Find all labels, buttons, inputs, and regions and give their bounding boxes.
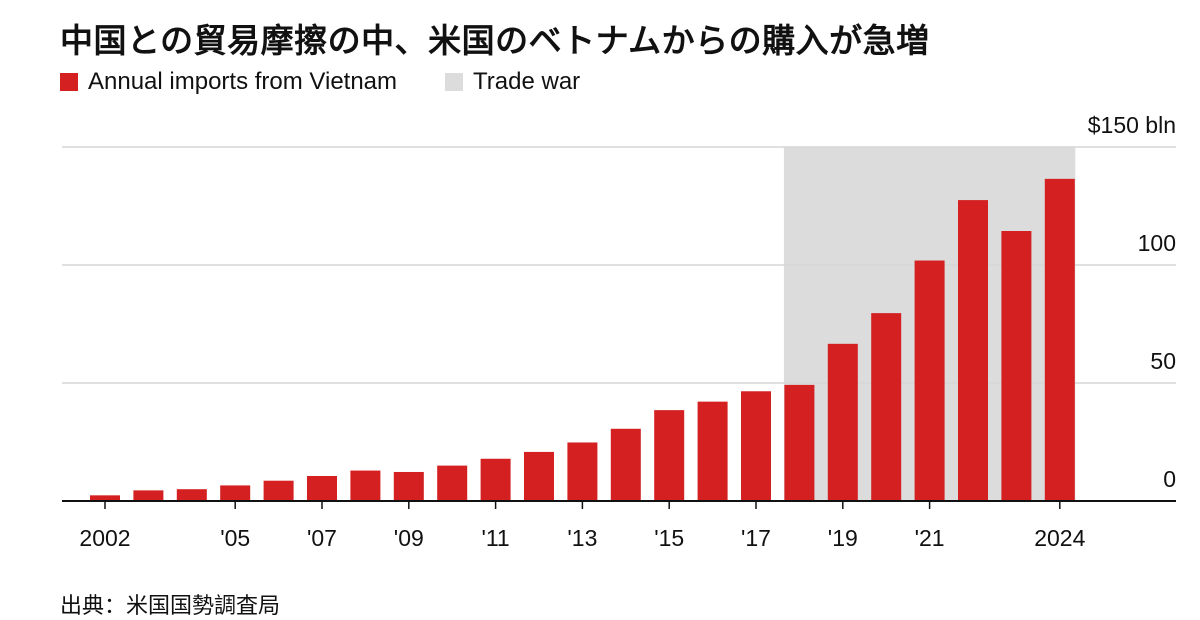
bar-2024: [1044, 178, 1075, 502]
bar-2022: [958, 200, 988, 501]
bar-2019: [827, 343, 858, 501]
bar-2023: [1001, 231, 1032, 502]
x-tick-label-2019: '19: [828, 525, 858, 551]
bar-2014: [610, 428, 641, 501]
bar-2010: [437, 465, 468, 501]
legend-item-imports: Annual imports from Vietnam: [60, 68, 397, 96]
legend-item-trade-war: Trade war: [445, 68, 580, 96]
x-tick-label-2024: 2024: [1034, 525, 1085, 551]
legend-swatch-trade-war: [445, 73, 464, 91]
bar-2016: [697, 401, 728, 501]
bar-2005: [220, 485, 251, 501]
y-tick-label-150: $150 bln: [1088, 112, 1176, 138]
x-tick-label-2021: '21: [915, 525, 945, 551]
bar-2002: [90, 495, 120, 501]
legend-swatch-imports: [60, 73, 78, 91]
x-tick-label-2007: '07: [307, 525, 337, 551]
x-tick-label-2009: '09: [394, 525, 424, 551]
bar-2003: [133, 490, 164, 501]
bar-chart: 2002 '05 '07 '09 '11 '13 '15 '17 '19 '21 2024 0 50 10…: [62, 112, 1176, 551]
bar-2020: [871, 313, 902, 501]
x-tick-label-2011: '11: [481, 525, 509, 551]
x-tick-label-2002: 2002: [79, 525, 130, 551]
x-tick-label-2013: '13: [567, 525, 597, 551]
bar-2018: [784, 384, 815, 501]
y-tick-label-0: 0: [1163, 466, 1176, 492]
legend-label-trade-war: Trade war: [473, 68, 581, 95]
bar-2009: [393, 471, 424, 501]
x-tick-label-2015: '15: [654, 525, 684, 551]
bar-2012: [524, 451, 554, 501]
bar-2006: [263, 480, 294, 501]
bar-2011: [480, 458, 511, 501]
bar-2007: [307, 475, 337, 501]
y-tick-label-50: 50: [1150, 348, 1176, 374]
legend: Annual imports from Vietnam Trade war: [60, 68, 628, 96]
bar-2015: [654, 410, 685, 501]
x-tick-label-2017: '17: [741, 525, 771, 551]
source-note: 出典：米国国勢調査局: [60, 594, 281, 619]
bar-2013: [567, 442, 598, 501]
bar-2021: [914, 260, 945, 501]
bar-2017: [741, 391, 771, 501]
chart-title: 中国との貿易摩擦の中、米国のベトナムからの購入が急増: [60, 21, 930, 60]
y-tick-label-100: 100: [1138, 230, 1176, 256]
x-tick-label-2005: '05: [220, 525, 250, 551]
bar-2008: [350, 470, 381, 501]
legend-label-imports: Annual imports from Vietnam: [88, 68, 398, 95]
bar-2004: [176, 489, 207, 501]
